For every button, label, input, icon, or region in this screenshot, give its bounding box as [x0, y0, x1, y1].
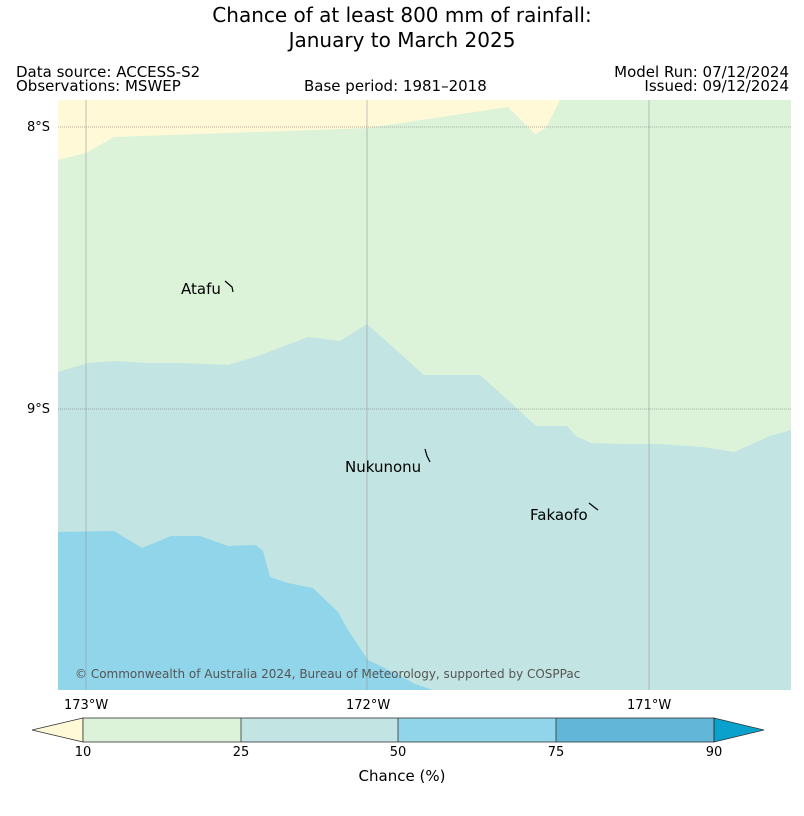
colorbar-tick-75: 75: [547, 745, 565, 760]
colorbar-frame: [82, 717, 715, 743]
map-canvas: [58, 100, 791, 690]
colorbar-tick-25: 25: [232, 745, 250, 760]
graticule: [58, 100, 791, 690]
lon-label-172w: 172°W: [346, 698, 391, 713]
colorbar-25-50: [241, 718, 398, 742]
data-source: Data source: ACCESS-S2: [16, 63, 201, 81]
colorbar-above-90: [713, 717, 765, 743]
lat-label-9s: 9°S: [27, 402, 51, 417]
atafu-atoll: [224, 280, 234, 293]
colorbar: [30, 716, 770, 748]
place-label-fakaofo: Fakaofo: [530, 506, 588, 524]
lat-label-8s: 8°S: [27, 120, 51, 135]
colorbar-tick-50: 50: [389, 745, 407, 760]
observations: Observations: MSWEP: [16, 77, 181, 95]
fakaofo-atoll: [588, 502, 599, 511]
colorbar-10-25: [83, 718, 241, 742]
colorbar-label: Chance (%): [358, 767, 446, 785]
lon-label-173w: 173°W: [64, 698, 109, 713]
base-period: Base period: 1981–2018: [304, 77, 487, 95]
title-line-1: Chance of at least 800 mm of rainfall:: [212, 3, 592, 27]
lon-label-171w: 171°W: [627, 698, 672, 713]
colorbar-tick-10: 10: [74, 745, 92, 760]
place-label-nukunonu: Nukunonu: [345, 458, 422, 476]
model-run: Model Run: 07/12/2024: [614, 63, 789, 81]
colorbar-tick-90: 90: [705, 745, 723, 760]
colorbar-below-10: [31, 717, 84, 743]
rainfall-map: [58, 100, 791, 690]
colorbar-75-90: [556, 718, 714, 742]
copyright-notice: © Commonwealth of Australia 2024, Bureau…: [75, 667, 581, 681]
region-50-75: [58, 531, 433, 690]
colorbar-50-75: [398, 718, 556, 742]
colorbar-graphic: [31, 717, 765, 743]
nukunonu-atoll: [424, 448, 431, 463]
title-line-2: January to March 2025: [288, 28, 516, 52]
place-label-atafu: Atafu: [181, 280, 221, 298]
map-title: Chance of at least 800 mm of rainfall: J…: [0, 3, 804, 53]
issued-date: Issued: 09/12/2024: [644, 77, 789, 95]
